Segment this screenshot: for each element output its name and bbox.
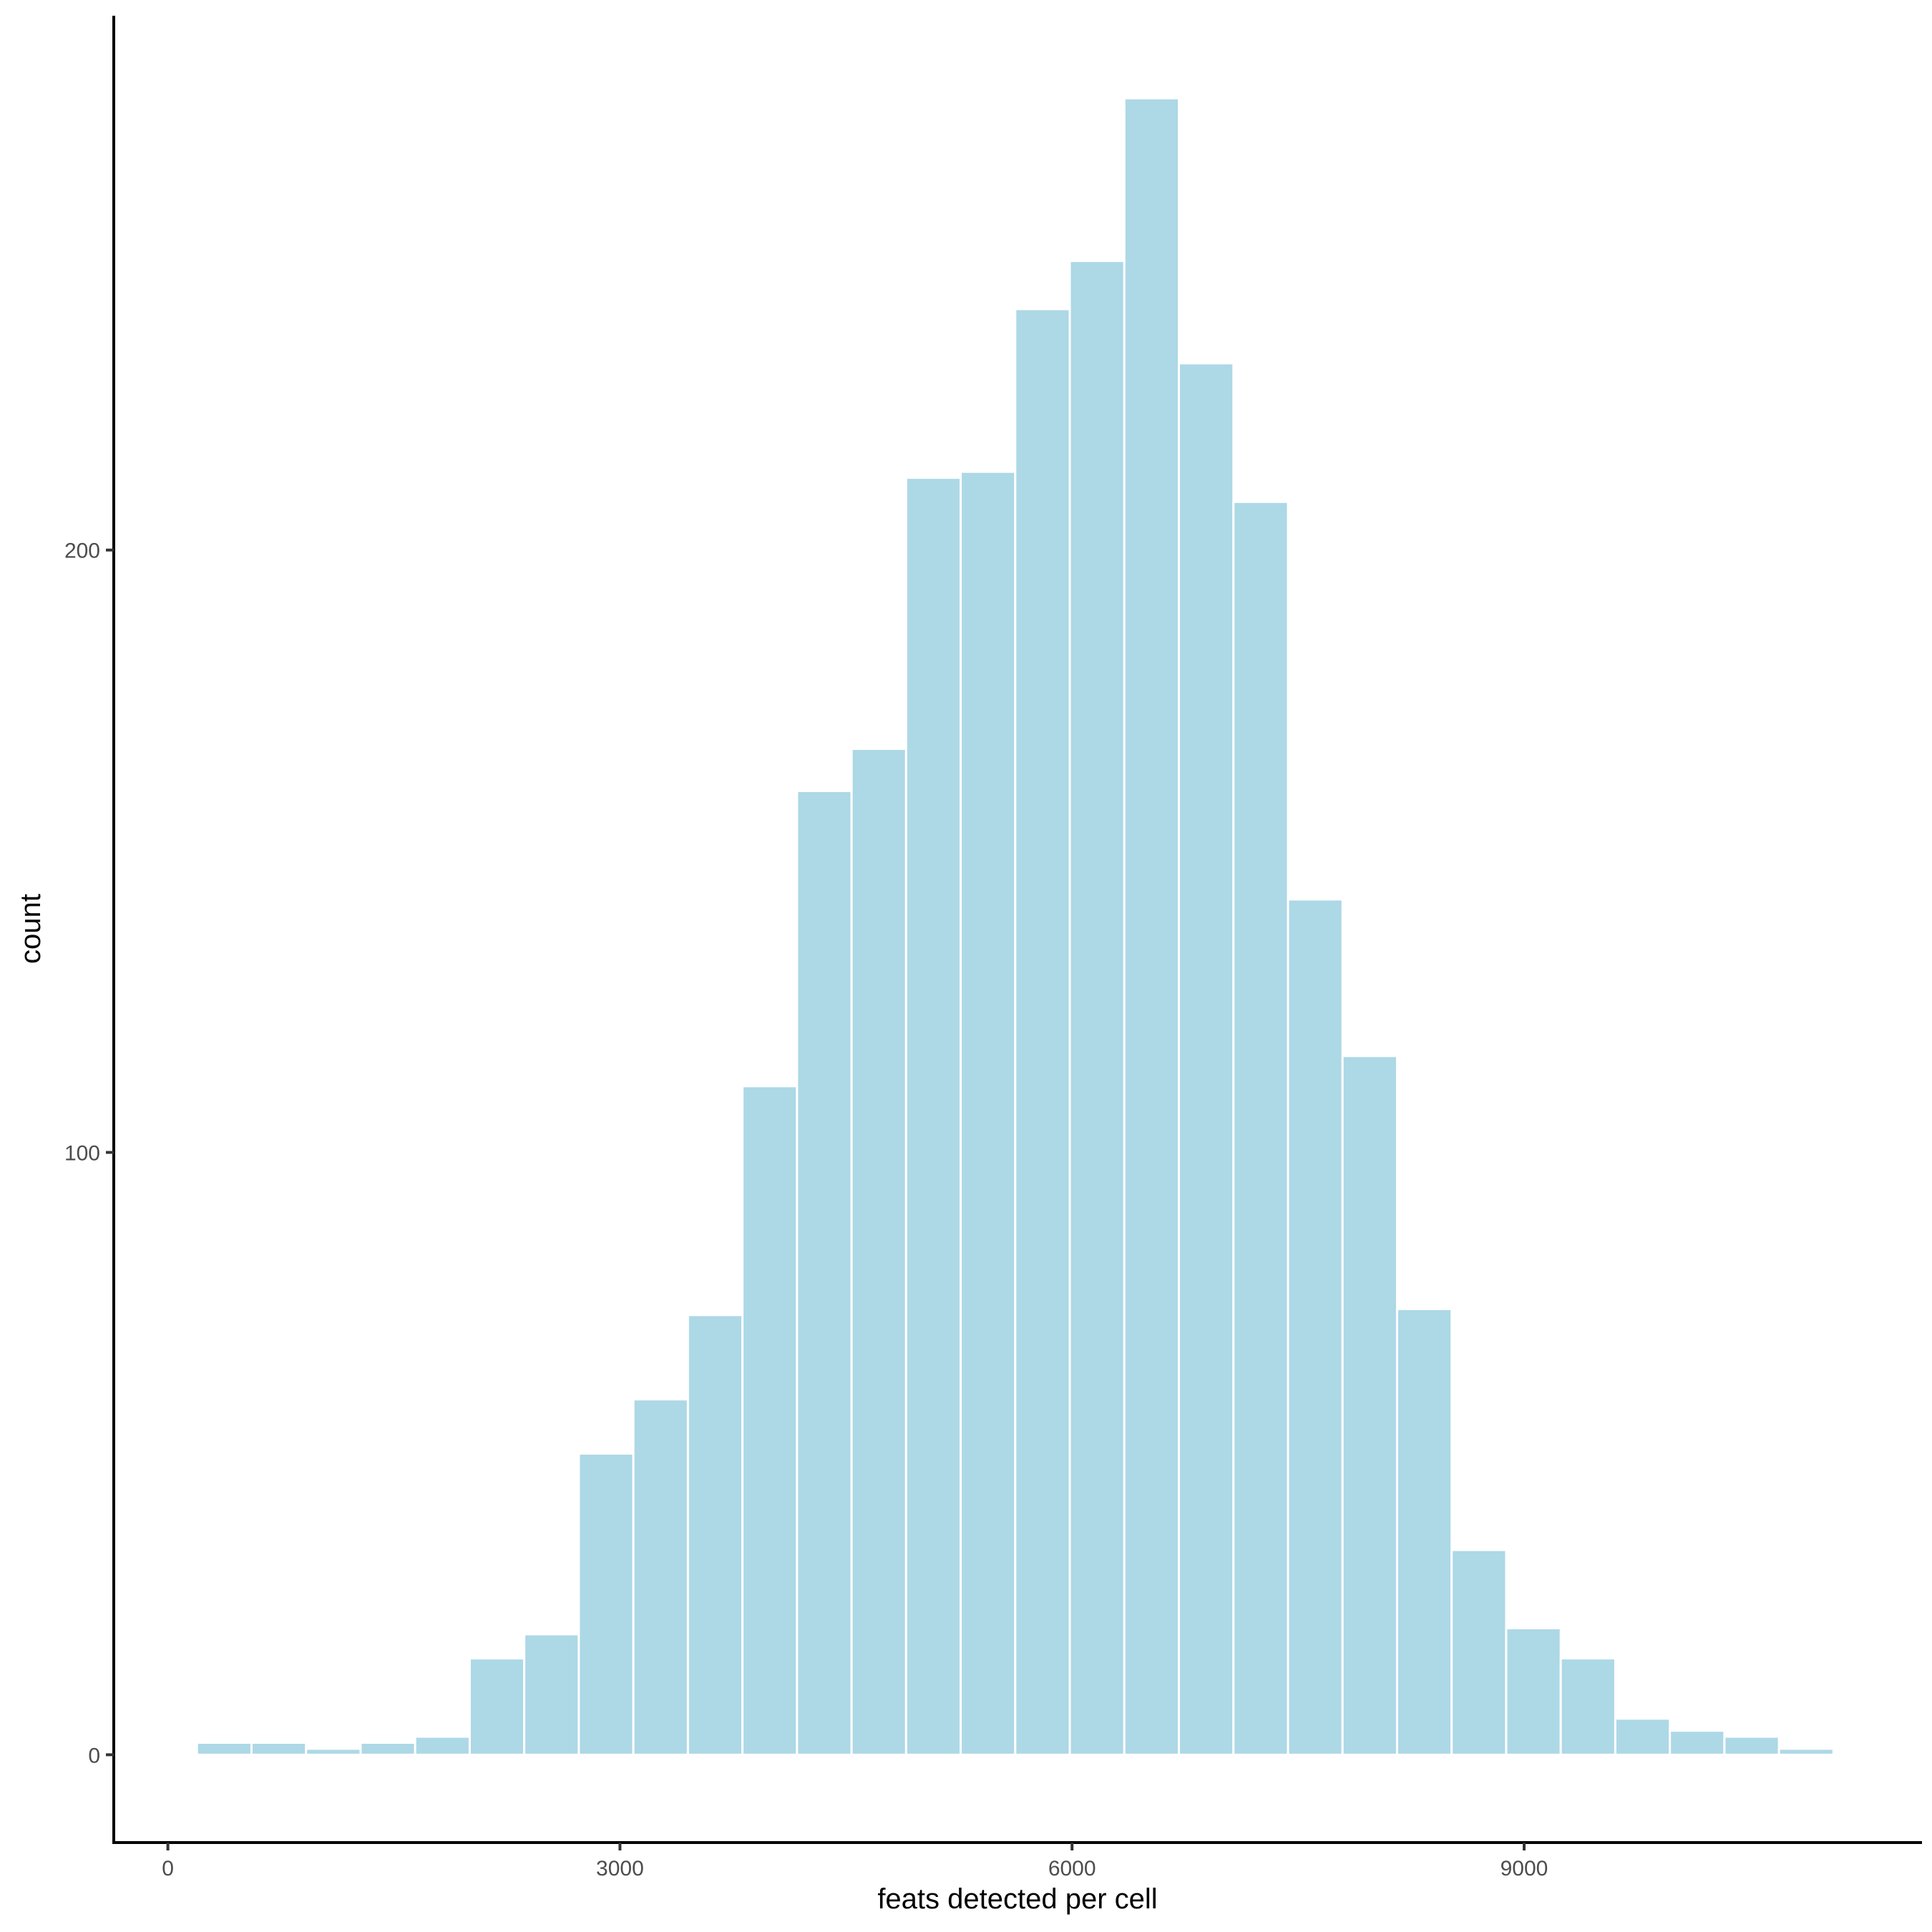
histogram-bar <box>195 1741 253 1756</box>
histogram-bar <box>1232 500 1289 1756</box>
y-axis-ticks: 0 100 200 <box>64 540 114 1767</box>
histogram-bar <box>1614 1717 1672 1756</box>
histogram-bar <box>1777 1747 1835 1756</box>
histogram-bar <box>1559 1657 1616 1756</box>
histogram-bar <box>1450 1548 1508 1756</box>
histogram-bar <box>904 477 962 1756</box>
histogram-bar <box>468 1657 526 1756</box>
histogram-bar <box>1068 260 1126 1756</box>
histogram-bar <box>960 470 1017 1756</box>
y-tick-label: 0 <box>88 1744 100 1767</box>
histogram-bar <box>686 1314 744 1756</box>
histogram-bar <box>305 1747 362 1756</box>
x-tick-label: 3000 <box>596 1857 644 1880</box>
y-tick-label: 100 <box>64 1142 100 1166</box>
x-tick-label: 0 <box>162 1857 174 1880</box>
histogram-bar <box>1505 1627 1562 1756</box>
histogram-bar <box>1341 1055 1398 1756</box>
histogram-bar <box>1395 1307 1453 1756</box>
y-tick-label: 200 <box>64 540 100 563</box>
histogram-bar <box>250 1741 308 1756</box>
histogram-bar <box>523 1633 580 1756</box>
histogram-bar <box>414 1735 471 1756</box>
x-tick-label: 9000 <box>1501 1857 1548 1880</box>
histogram-bar <box>1123 97 1181 1756</box>
y-axis-title: count <box>15 894 47 964</box>
histogram-bar <box>741 1085 799 1756</box>
histogram-bars <box>195 97 1835 1756</box>
x-tick-label: 6000 <box>1048 1857 1096 1880</box>
histogram-bar <box>1723 1735 1780 1756</box>
histogram-bar <box>796 789 853 1756</box>
x-axis-ticks: 0 3000 6000 9000 <box>162 1843 1548 1880</box>
x-axis-title: feats detected per cell <box>877 1883 1157 1915</box>
histogram-bar <box>359 1741 416 1756</box>
histogram-bar <box>850 747 907 1756</box>
histogram-bar <box>577 1452 635 1756</box>
histogram-bar <box>1014 308 1071 1756</box>
histogram-bar <box>632 1398 689 1756</box>
histogram-bar <box>1669 1729 1726 1756</box>
histogram-bar <box>1178 362 1235 1756</box>
histogram-bar <box>1287 898 1344 1756</box>
